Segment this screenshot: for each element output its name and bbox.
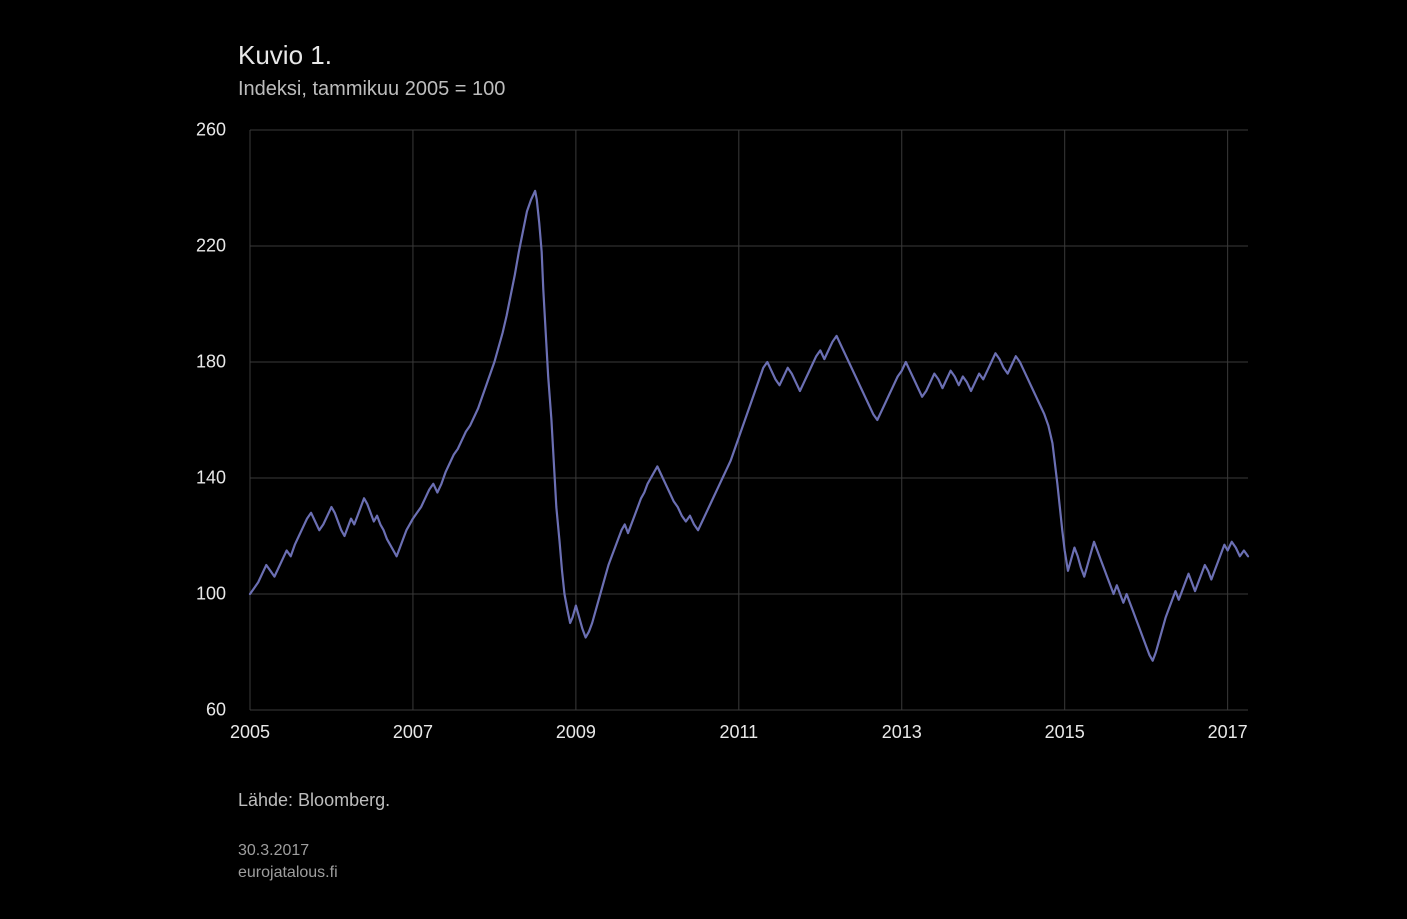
chart-title: Kuvio 1. [238,40,332,71]
chart-container: Kuvio 1. Indeksi, tammikuu 2005 = 100 60… [0,0,1407,919]
chart-source: Lähde: Bloomberg. [238,790,390,811]
plot-area [238,120,1258,740]
y-tick-label: 140 [166,468,226,489]
y-tick-label: 180 [166,352,226,373]
site-stamp: eurojatalous.fi [238,864,338,882]
y-tick-label: 100 [166,584,226,605]
chart-subtitle: Indeksi, tammikuu 2005 = 100 [238,78,505,101]
y-tick-label: 60 [166,700,226,721]
date-stamp: 30.3.2017 [238,842,309,860]
y-tick-label: 260 [166,120,226,141]
y-tick-label: 220 [166,236,226,257]
